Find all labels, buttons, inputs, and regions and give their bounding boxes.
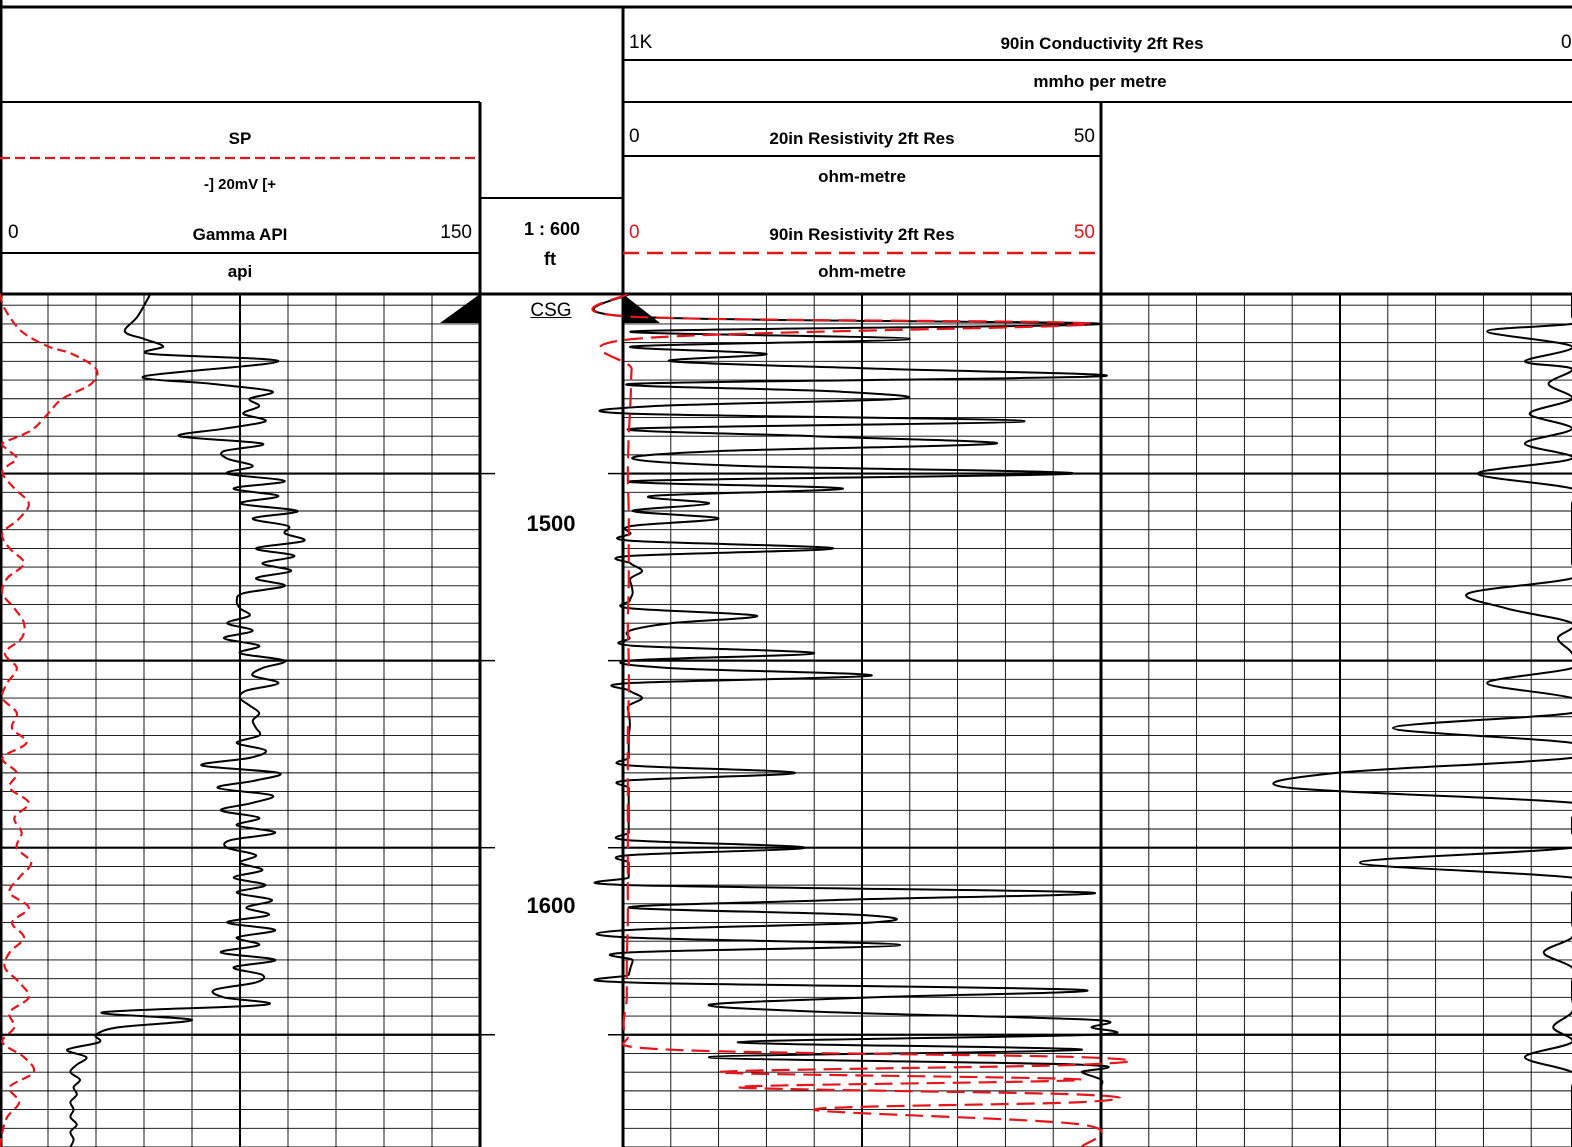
gamma-title: Gamma API <box>192 225 288 244</box>
90in-conductivity-2ft-res-curve <box>1272 294 1572 1147</box>
depth-label-1500: 1500 <box>526 511 576 536</box>
res20-title: 20in Resistivity 2ft Res <box>769 129 955 148</box>
gamma-scale-left: 0 <box>8 222 19 243</box>
conductivity-scale-left: 1K <box>629 32 653 53</box>
sp-curve <box>0 293 99 1147</box>
res90-title: 90in Resistivity 2ft Res <box>769 225 955 244</box>
gamma-unit: api <box>227 262 253 281</box>
track-grids <box>0 294 1572 1147</box>
res90-scale-right: 50 <box>1073 222 1095 243</box>
depth-label-1600: 1600 <box>526 893 576 918</box>
res20-unit: ohm-metre <box>818 167 906 186</box>
conductivity-title: 90in Conductivity 2ft Res <box>1000 34 1204 53</box>
gamma-scale-right: 150 <box>440 222 472 243</box>
casing-shoe-marker-left <box>440 294 480 323</box>
gamma-api-curve <box>66 293 306 1147</box>
res20-scale-left: 0 <box>629 126 640 147</box>
sp-unit: -] 20mV [+ <box>203 176 277 193</box>
conductivity-scale-right: 0 <box>1561 32 1572 53</box>
90in-resistivity-2ft-res-curve <box>591 292 1132 1147</box>
res20-scale-right: 50 <box>1073 126 1095 147</box>
casing-shoe-marker-right <box>623 294 660 323</box>
res90-scale-left: 0 <box>629 222 640 243</box>
20in-resistivity-2ft-res-curve <box>592 293 1119 1147</box>
casing-marker: CSG <box>530 300 572 321</box>
sp-title: SP <box>228 129 252 148</box>
log-curves <box>0 292 1572 1147</box>
depth-scale-unit: ft <box>544 249 556 269</box>
res90-unit: ohm-metre <box>818 262 906 281</box>
conductivity-unit: mmho per metre <box>1033 72 1167 91</box>
depth-scale-ratio: 1 : 600 <box>523 219 581 239</box>
